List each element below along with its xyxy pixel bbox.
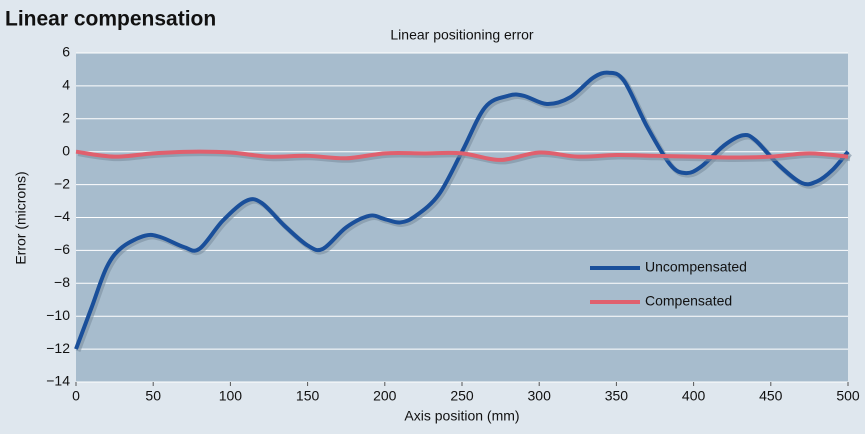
y-tick-label: −12	[46, 340, 70, 356]
x-tick-label: 450	[759, 388, 783, 404]
y-tick-label: −4	[54, 208, 70, 224]
x-tick-label: 350	[605, 388, 629, 404]
x-tick-label: 100	[219, 388, 243, 404]
page: {"chart_data": {"type": "line", "title":…	[0, 0, 865, 434]
chart-subtitle: Linear positioning error	[390, 27, 534, 43]
legend-label: Compensated	[645, 293, 732, 309]
y-tick-label: 2	[62, 110, 70, 126]
x-tick-label: 500	[836, 388, 860, 404]
chart: Linear compensation Linear positioning e…	[0, 0, 865, 434]
y-tick-label: 0	[62, 142, 70, 158]
x-tick-label: 250	[450, 388, 474, 404]
chart-title: Linear compensation	[5, 8, 216, 31]
y-tick-label: −2	[54, 175, 70, 191]
y-tick-label: 6	[62, 44, 70, 60]
x-tick-label: 300	[528, 388, 552, 404]
x-tick-label: 400	[682, 388, 706, 404]
y-tick-label: 4	[62, 77, 70, 93]
y-tick-label: −8	[54, 274, 70, 290]
x-axis-label: Axis position (mm)	[404, 408, 519, 424]
x-tick-label: 200	[373, 388, 397, 404]
y-tick-label: −14	[46, 373, 70, 389]
x-tick-label: 150	[296, 388, 320, 404]
x-tick-label: 50	[145, 388, 161, 404]
y-tick-label: −10	[46, 307, 70, 323]
legend-label: Uncompensated	[645, 259, 747, 275]
x-tick-label: 0	[72, 388, 80, 404]
y-tick-label: −6	[54, 241, 70, 257]
y-axis-label: Error (microns)	[13, 171, 29, 264]
